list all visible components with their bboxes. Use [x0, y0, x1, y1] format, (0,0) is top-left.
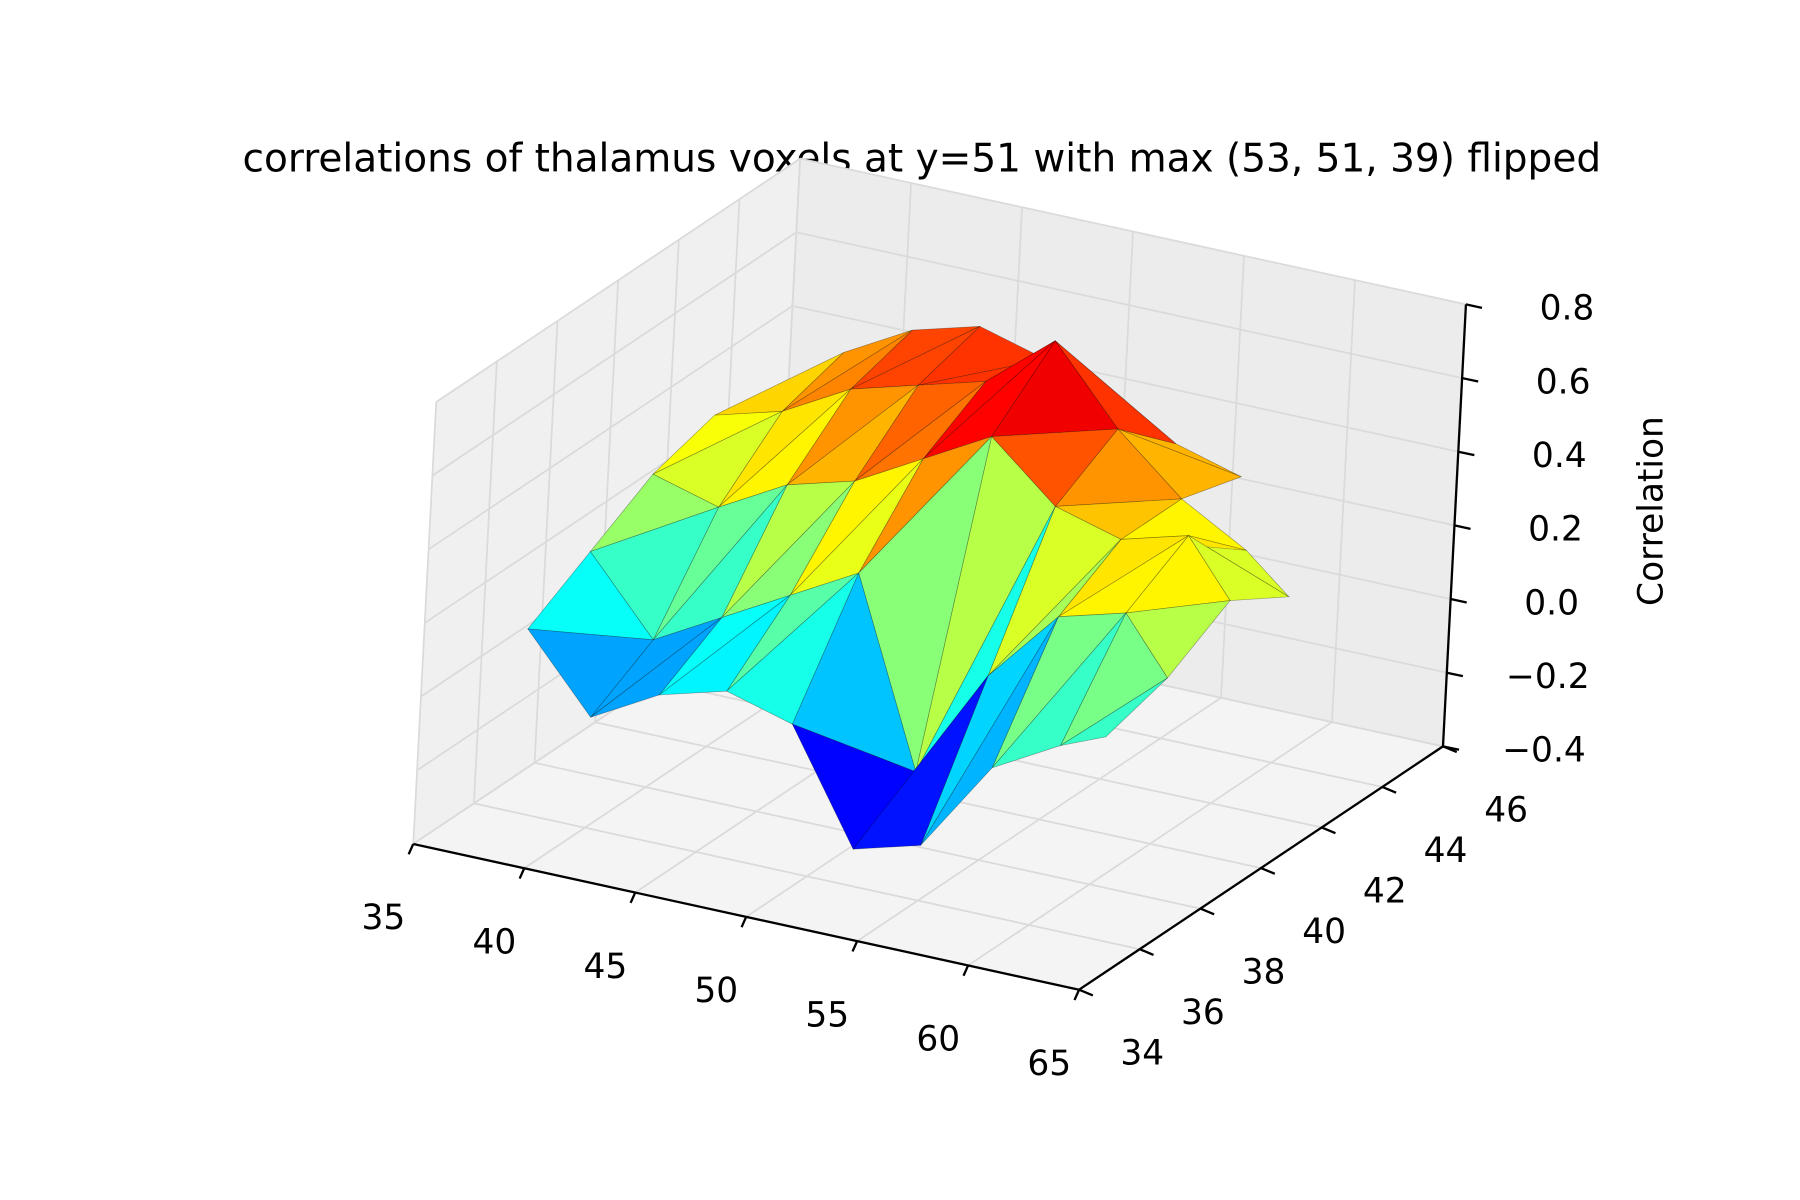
x-tick-label: 35 [362, 898, 406, 938]
grid-line [428, 305, 793, 551]
tick-mark [1139, 948, 1154, 956]
x-tick-label: 60 [916, 1020, 960, 1060]
surface-triangle [1125, 600, 1231, 679]
surface-triangle [1117, 428, 1243, 500]
surface-triangle [990, 612, 1127, 769]
y-tick-label: 40 [1302, 912, 1346, 952]
z-axis-label: Correlation [1632, 416, 1672, 606]
y-tick-label: 38 [1242, 953, 1286, 993]
tick-mark [1321, 826, 1336, 835]
surface-triangle [652, 484, 789, 641]
surface-triangle [590, 617, 722, 718]
x-axis-line [413, 842, 1080, 991]
tick-mark [1381, 785, 1397, 794]
tick-mark [1446, 671, 1464, 678]
surface-triangle [527, 628, 654, 718]
z-tick-label: −0.2 [1506, 657, 1590, 697]
grid-line [792, 305, 1459, 453]
surface-triangle [987, 539, 1122, 677]
z-tick-label: −0.4 [1502, 731, 1586, 771]
tick-mark [1260, 866, 1276, 875]
x-tick-label: 45 [583, 947, 627, 987]
surface-triangle [1058, 535, 1189, 618]
surface-triangle [652, 410, 784, 508]
surface-triangle [589, 506, 720, 641]
surface-triangle [652, 484, 788, 641]
surface-triangle [658, 595, 791, 696]
z-axis-line [1441, 304, 1468, 747]
grid-line [473, 802, 1140, 951]
surface-triangle [990, 340, 1119, 437]
surface-triangle [781, 329, 913, 412]
z-tick-label: 0.6 [1536, 362, 1591, 402]
z-tick-label: 0.2 [1528, 510, 1583, 550]
surface-triangle [1188, 535, 1290, 598]
tick-mark [1199, 907, 1215, 916]
tick-mark [407, 843, 415, 855]
tick-mark [1461, 376, 1479, 383]
surface-triangle [1060, 677, 1168, 746]
surface-triangle [590, 617, 722, 718]
grid-line [431, 231, 797, 477]
tick-mark [629, 892, 637, 904]
surface-triangle [721, 480, 855, 618]
tick-mark [851, 940, 859, 952]
x-tick-label: 40 [472, 923, 516, 963]
z-tick-label: 0.8 [1540, 289, 1595, 329]
surface-triangle [852, 675, 989, 850]
tick-mark [962, 964, 970, 977]
grid-line [799, 157, 1467, 306]
tick-mark [740, 916, 748, 928]
y-tick-label: 34 [1120, 1034, 1164, 1074]
x-tick-label: 50 [694, 971, 738, 1011]
tick-mark [518, 867, 526, 880]
surface-triangle [917, 325, 1047, 386]
z-tick-label: 0.0 [1524, 583, 1579, 623]
surface-triangle [726, 572, 859, 725]
chart-title: correlations of thalamus voxels at y=51 … [243, 136, 1602, 181]
tick-mark [1078, 988, 1094, 997]
y-axis-line [1078, 745, 1444, 991]
tick-mark [1458, 450, 1475, 457]
tick-mark [1454, 524, 1471, 530]
y-tick-label: 44 [1424, 831, 1468, 871]
surface-triangle [527, 550, 654, 641]
tick-mark [1073, 989, 1081, 1001]
tick-mark [1442, 745, 1460, 751]
surface-triangle [1054, 498, 1183, 540]
y-tick-label: 46 [1484, 790, 1528, 830]
tick-mark [1465, 303, 1483, 309]
y-tick-label: 42 [1363, 871, 1407, 911]
x-tick-label: 55 [805, 995, 849, 1035]
x-tick-label: 65 [1027, 1044, 1071, 1084]
grid-line [796, 231, 1463, 379]
tick-mark [1450, 597, 1467, 604]
y-tick-label: 36 [1181, 993, 1225, 1033]
grid-line [435, 157, 801, 403]
z-tick-label: 0.4 [1532, 436, 1587, 476]
surface-triangle [920, 616, 1059, 846]
